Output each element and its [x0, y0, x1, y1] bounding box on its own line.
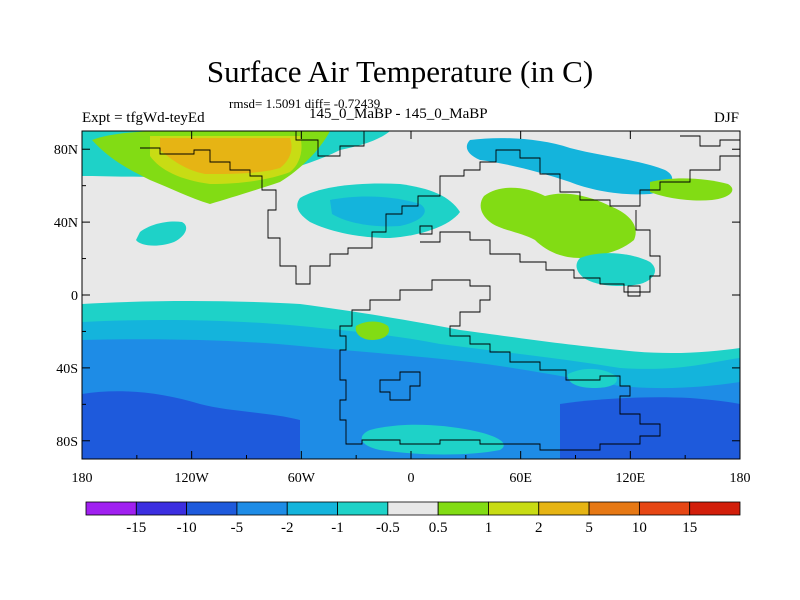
temperature-field [82, 131, 740, 459]
coast-gondwana [339, 279, 661, 451]
field-eastasia-warm [650, 178, 733, 201]
lat-tick-label: 80S [56, 435, 78, 450]
colorbar-swatch [236, 501, 288, 516]
lon-tick-label: 180 [72, 471, 93, 486]
colorbar-swatch [85, 501, 137, 516]
colorbar-swatch [538, 501, 590, 516]
field-pacific-minus1 [330, 196, 425, 227]
field-pacific-patch [136, 221, 187, 246]
colorbar-label: 2 [535, 520, 543, 536]
colorbar-label: 1 [485, 520, 493, 536]
field-indian-cold [567, 368, 617, 388]
colorbar-label: -2 [281, 520, 294, 536]
colorbar-label: -1 [331, 520, 344, 536]
coast-gondwana-inner [379, 371, 421, 401]
colorbar-swatch [135, 501, 188, 516]
coast-arctic [295, 131, 365, 157]
colorbar-swatch [286, 501, 338, 516]
map-axes: 180 120W 60W 0 60E 120E 180 80N 40N 0 40S 80S [54, 131, 751, 486]
lon-tick-label: 60E [509, 471, 532, 486]
lat-tick-label: 80N [54, 143, 78, 158]
field-asia-cold [466, 138, 673, 195]
colorbar-label: 15 [682, 520, 697, 536]
colorbar-swatch [337, 501, 389, 516]
coast-east-block [680, 135, 740, 147]
colorbar-swatch [689, 501, 741, 516]
lon-tick-label: 120W [175, 471, 210, 486]
colorbar-label: 0.5 [429, 520, 448, 536]
colorbar: -15 -10 -5 -2 -1 -0.5 0.5 1 2 5 10 15 [85, 501, 741, 536]
coast-tethys-north [420, 210, 661, 293]
colorbar-swatch [387, 501, 439, 516]
coast-island-2 [419, 225, 433, 235]
field-asia-warm [480, 187, 636, 258]
lon-tick-label: 120E [616, 471, 646, 486]
coast-island-1 [627, 285, 641, 297]
colorbar-label: -10 [177, 520, 197, 536]
colorbar-swatch [488, 501, 540, 516]
colorbar-swatch [186, 501, 238, 516]
subtitle-label: 145_0_MaBP - 145_0_MaBP [309, 106, 488, 122]
lat-tick-label: 0 [71, 289, 78, 304]
experiment-label: Expt = tfgWd-teyEd [82, 110, 205, 126]
lon-tick-label: 60W [288, 471, 316, 486]
stats-label: rmsd= 1.5091 diff= -0.72439 [229, 96, 381, 111]
coastlines [140, 131, 740, 451]
colorbar-swatch [588, 501, 640, 516]
chart-title: Surface Air Temperature (in C) [206, 54, 594, 89]
colorbar-swatch [437, 501, 489, 516]
colorbar-swatch [638, 501, 691, 516]
field-africa-warm [355, 321, 390, 340]
field-arctic-warm-5 [160, 138, 292, 174]
colorbar-label: 10 [632, 520, 647, 536]
colorbar-label: -15 [126, 520, 146, 536]
colorbar-label: -5 [231, 520, 244, 536]
season-label: DJF [713, 110, 739, 126]
field-patch-minus05-south [361, 424, 504, 455]
lon-tick-label: 180 [730, 471, 751, 486]
colorbar-label: -0.5 [376, 520, 400, 536]
field-band-minus5-south [82, 391, 300, 459]
coast-laurasia [140, 147, 740, 285]
lon-tick-label: 0 [408, 471, 415, 486]
lat-tick-label: 40S [56, 362, 78, 377]
lat-tick-label: 40N [54, 216, 78, 231]
colorbar-label: 5 [585, 520, 593, 536]
